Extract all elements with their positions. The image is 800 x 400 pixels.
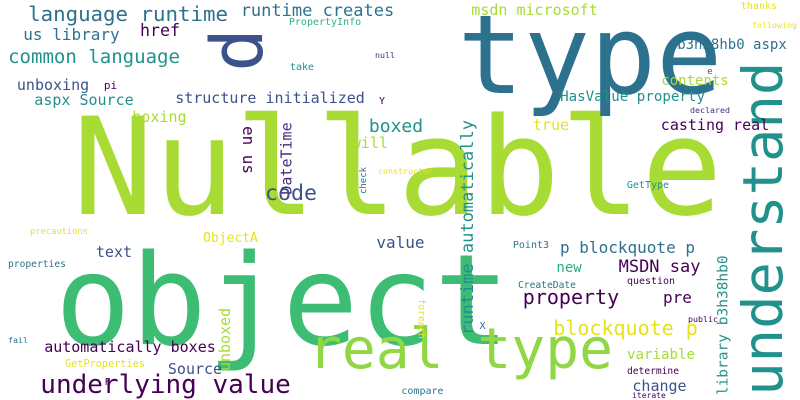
word-public: public xyxy=(688,313,718,324)
word-runtime-automatically: runtime automatically xyxy=(457,120,478,335)
word-library-b3h38hb0: library b3h38hb0 xyxy=(715,255,732,395)
word-type: type xyxy=(457,0,723,119)
word-check: check xyxy=(359,166,370,194)
word-f: F xyxy=(104,377,111,388)
word-iterate: iterate xyxy=(632,391,666,400)
word-following: following xyxy=(752,19,797,30)
word-compare: compare xyxy=(401,386,444,397)
word-href: href xyxy=(140,21,180,41)
word-take: take xyxy=(290,62,315,73)
word-us-library: us library xyxy=(23,25,120,44)
word-constructor: constructor xyxy=(378,165,433,176)
word-automatically-boxes: automatically boxes xyxy=(44,338,216,356)
word-y: Y xyxy=(379,96,386,107)
word-structure-initialized: structure initialized xyxy=(175,89,365,107)
word-x: X xyxy=(479,321,486,332)
word-pre: pre xyxy=(663,288,692,307)
word-contents: contents xyxy=(661,73,729,89)
word-change: change xyxy=(632,377,687,395)
word-true: true xyxy=(532,116,570,134)
word-new: new xyxy=(556,260,582,276)
word-unboxing: unboxing xyxy=(16,76,90,94)
word-boxed: boxed xyxy=(368,116,424,137)
word-thanks: thanks xyxy=(740,1,778,12)
word-declared: declared xyxy=(690,104,730,115)
word-precautions: precautions xyxy=(30,226,88,237)
word-determine: determine xyxy=(627,365,679,377)
word-properties: properties xyxy=(8,259,66,271)
word-real-type: real type xyxy=(308,317,613,383)
word-null: null xyxy=(375,49,395,60)
word-createdate: CreateDate xyxy=(518,280,576,292)
word-e: e xyxy=(707,67,713,77)
word-msdn-microsoft: msdn microsoft xyxy=(471,1,598,19)
word-en-us: en us xyxy=(238,125,258,174)
word-object: object xyxy=(55,226,510,374)
word-nullable: Nullable xyxy=(72,89,723,246)
word-aspx-source: aspx Source xyxy=(34,91,134,109)
word-foreach: foreach xyxy=(415,299,427,340)
word-msdn-say: MSDN say xyxy=(618,257,701,277)
word-code: code xyxy=(265,181,317,207)
word-fail: fail xyxy=(8,334,28,345)
word-objecta: ObjectA xyxy=(203,231,258,246)
word-gettype: GetType xyxy=(626,180,670,191)
word-understand: understand xyxy=(732,62,797,397)
word-source: Source xyxy=(167,360,223,378)
word-language-runtime: language runtime xyxy=(28,1,228,26)
word-underlying-value: underlying value xyxy=(40,370,291,400)
word-getproperties: GetProperties xyxy=(65,359,145,371)
word-text: text xyxy=(95,243,133,261)
word-will: will xyxy=(351,134,389,152)
word-point3: Point3 xyxy=(512,240,550,251)
word-hasvalue-property: HasValue property xyxy=(560,89,705,106)
word-boxing: boxing xyxy=(132,108,187,126)
word-value: value xyxy=(376,233,425,252)
word-p: p xyxy=(205,28,290,72)
word-pi: pi xyxy=(103,79,118,92)
word-common-language: common language xyxy=(8,45,180,68)
word-variable: variable xyxy=(627,347,695,364)
word-question: question xyxy=(627,276,676,287)
word-blockquote-p: blockquote p xyxy=(553,316,698,340)
word-property: property xyxy=(522,285,620,309)
word-p-blockquote-p: p blockquote p xyxy=(560,238,695,257)
word-runtime-creates: runtime creates xyxy=(240,1,395,21)
word-casting-real: casting real xyxy=(660,116,770,134)
word-b3h38hb0-aspx: b3h38hb0 aspx xyxy=(677,37,787,53)
word-propertyinfo: PropertyInfo xyxy=(288,17,362,28)
